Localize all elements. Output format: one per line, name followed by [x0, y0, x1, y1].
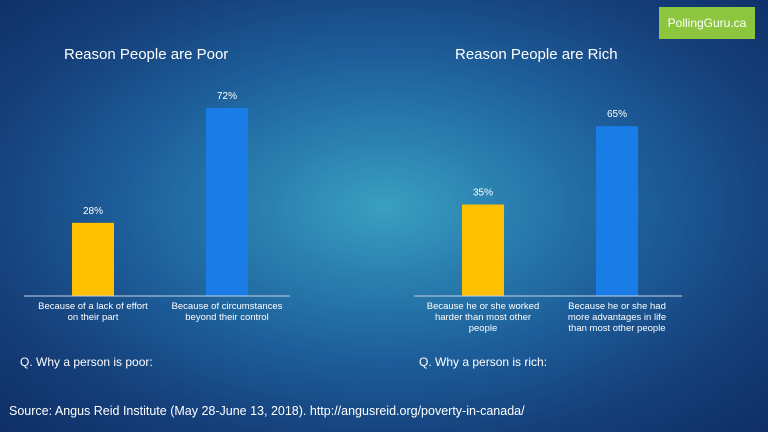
category-label-1-line-2: than most other people: [568, 323, 665, 334]
category-label-1-line-1: beyond their control: [185, 312, 268, 323]
category-label-0-line-0: Because he or she worked: [427, 301, 539, 312]
source-note: Source: Angus Reid Institute (May 28-Jun…: [9, 404, 525, 418]
bar-1: [596, 126, 638, 296]
brand-badge: PollingGuru.ca: [659, 7, 755, 39]
bar-1: [206, 107, 248, 296]
category-label-0-line-1: harder than most other: [435, 312, 531, 323]
category-label-0-line-1: on their part: [68, 312, 119, 323]
category-label-1-line-1: more advantages in life: [568, 312, 666, 323]
bar-0: [462, 204, 504, 296]
data-label-1: 65%: [607, 109, 627, 120]
data-label-0: 28%: [83, 206, 103, 217]
data-label-1: 72%: [217, 91, 237, 102]
chart-title-poor: Reason People are Poor: [64, 46, 229, 63]
data-label-0: 35%: [473, 188, 493, 199]
category-label-1-line-0: Because of circumstances: [172, 301, 283, 312]
question-rich: Q. Why a person is rich:: [419, 355, 548, 369]
chart-title-rich: Reason People are Rich: [455, 46, 618, 63]
question-poor: Q. Why a person is poor:: [20, 355, 153, 369]
category-label-0-line-0: Because of a lack of effort: [38, 301, 148, 312]
category-label-0-line-2: people: [469, 323, 498, 334]
category-label-1-line-0: Because he or she had: [568, 301, 666, 312]
bar-0: [72, 222, 114, 296]
